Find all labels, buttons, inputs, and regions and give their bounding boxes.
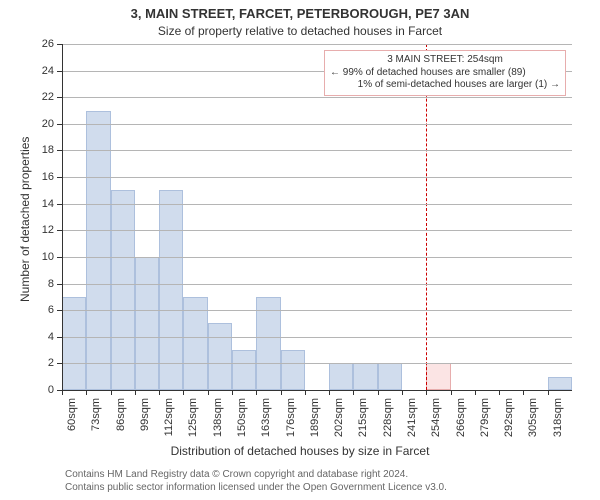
bar <box>183 297 207 390</box>
x-tick-label: 99sqm <box>139 398 151 446</box>
x-tick-label: 318sqm <box>552 398 564 446</box>
attribution-line-2: Contains public sector information licen… <box>65 481 447 494</box>
x-tick-label: 138sqm <box>212 398 224 446</box>
x-tick-label: 292sqm <box>503 398 515 446</box>
y-tick-label: 8 <box>36 278 54 290</box>
x-tick-label: 279sqm <box>479 398 491 446</box>
y-tick-label: 24 <box>36 65 54 77</box>
x-tick <box>111 390 112 395</box>
gridline-h <box>62 97 572 98</box>
gridline-h <box>62 204 572 205</box>
bar <box>329 363 353 390</box>
y-tick-label: 6 <box>36 304 54 316</box>
x-tick-label: 86sqm <box>115 398 127 446</box>
x-tick <box>208 390 209 395</box>
y-tick-label: 14 <box>36 198 54 210</box>
annotation-title: 3 MAIN STREET: 254sqm <box>330 54 560 67</box>
x-tick <box>451 390 452 395</box>
y-tick-label: 16 <box>36 171 54 183</box>
bar <box>159 190 183 390</box>
axis-left <box>62 44 63 390</box>
y-tick-label: 4 <box>36 331 54 343</box>
annotation-line-2: 1% of semi-detached houses are larger (1… <box>330 79 560 92</box>
x-tick <box>499 390 500 395</box>
x-tick <box>305 390 306 395</box>
x-tick <box>353 390 354 395</box>
bar <box>135 257 159 390</box>
x-tick-label: 202sqm <box>333 398 345 446</box>
bar <box>232 350 256 390</box>
bar <box>281 350 305 390</box>
x-tick <box>159 390 160 395</box>
x-tick <box>402 390 403 395</box>
x-tick <box>378 390 379 395</box>
x-tick-label: 125sqm <box>187 398 199 446</box>
bar <box>353 363 377 390</box>
gridline-h <box>62 310 572 311</box>
gridline-h <box>62 337 572 338</box>
x-tick <box>523 390 524 395</box>
axis-bottom <box>62 390 572 391</box>
chart-container: 3, MAIN STREET, FARCET, PETERBOROUGH, PE… <box>0 0 600 500</box>
y-tick-label: 10 <box>36 251 54 263</box>
x-tick-label: 266sqm <box>455 398 467 446</box>
x-tick-label: 305sqm <box>527 398 539 446</box>
gridline-h <box>62 177 572 178</box>
x-tick-label: 112sqm <box>163 398 175 446</box>
y-tick-label: 0 <box>36 384 54 396</box>
x-tick-label: 215sqm <box>357 398 369 446</box>
x-tick <box>86 390 87 395</box>
x-tick <box>281 390 282 395</box>
attribution-text: Contains HM Land Registry data © Crown c… <box>65 468 447 494</box>
x-tick <box>135 390 136 395</box>
gridline-h <box>62 230 572 231</box>
x-tick-label: 189sqm <box>309 398 321 446</box>
x-tick-label: 60sqm <box>66 398 78 446</box>
gridline-h <box>62 44 572 45</box>
plot-area <box>62 44 572 390</box>
attribution-line-1: Contains HM Land Registry data © Crown c… <box>65 468 447 481</box>
bar <box>111 190 135 390</box>
x-tick-label: 150sqm <box>236 398 248 446</box>
y-tick-label: 12 <box>36 224 54 236</box>
bar <box>208 323 232 390</box>
gridline-h <box>62 363 572 364</box>
x-tick <box>62 390 63 395</box>
x-tick-label: 241sqm <box>406 398 418 446</box>
title-main: 3, MAIN STREET, FARCET, PETERBOROUGH, PE… <box>0 6 600 21</box>
highlight-line <box>426 44 427 390</box>
x-tick <box>475 390 476 395</box>
x-tick-label: 163sqm <box>260 398 272 446</box>
bar <box>548 377 572 390</box>
gridline-h <box>62 257 572 258</box>
x-tick-label: 73sqm <box>90 398 102 446</box>
y-tick-label: 18 <box>36 144 54 156</box>
y-tick-label: 2 <box>36 357 54 369</box>
annotation-line-1: ← 99% of detached houses are smaller (89… <box>330 67 560 80</box>
y-tick-label: 20 <box>36 118 54 130</box>
x-tick <box>329 390 330 395</box>
bar <box>256 297 280 390</box>
annotation-box: 3 MAIN STREET: 254sqm← 99% of detached h… <box>324 50 566 96</box>
bar-highlight <box>426 363 450 390</box>
y-tick-label: 22 <box>36 91 54 103</box>
gridline-h <box>62 124 572 125</box>
x-tick <box>232 390 233 395</box>
bar <box>378 363 402 390</box>
gridline-h <box>62 284 572 285</box>
x-tick <box>426 390 427 395</box>
x-tick-label: 176sqm <box>285 398 297 446</box>
title-sub: Size of property relative to detached ho… <box>0 24 600 38</box>
x-axis-label: Distribution of detached houses by size … <box>0 444 600 458</box>
y-tick-label: 26 <box>36 38 54 50</box>
bar <box>62 297 86 390</box>
y-axis-label: Number of detached properties <box>18 137 32 302</box>
x-tick <box>183 390 184 395</box>
gridline-h <box>62 150 572 151</box>
bar <box>86 111 110 390</box>
x-tick <box>256 390 257 395</box>
x-tick <box>548 390 549 395</box>
x-tick-label: 254sqm <box>430 398 442 446</box>
x-tick-label: 228sqm <box>382 398 394 446</box>
